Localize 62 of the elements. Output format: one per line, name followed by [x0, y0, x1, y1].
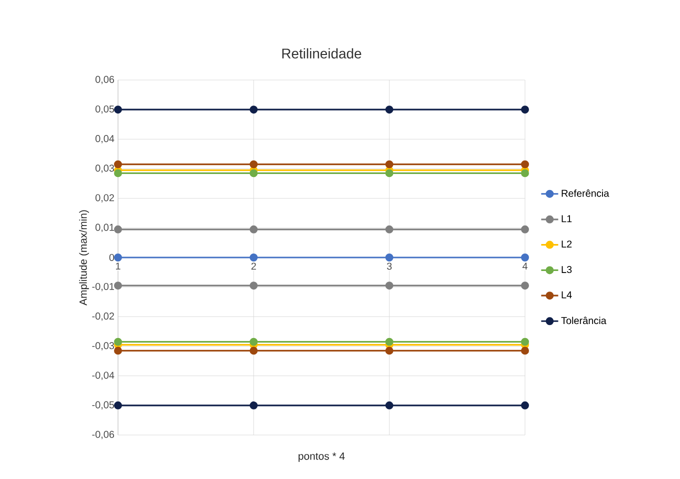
point	[114, 106, 122, 114]
y-tick-label: 0	[109, 254, 114, 262]
legend-label: L4	[562, 291, 572, 298]
point	[521, 282, 529, 290]
point	[521, 106, 529, 114]
point	[114, 338, 122, 346]
y-tick-label: 0,05	[95, 105, 114, 114]
y-tick-label: -0,06	[92, 430, 114, 440]
y-axis-title: Amplitude (max/min)	[79, 210, 89, 306]
legend-label: Tolerância	[561, 316, 606, 324]
point	[250, 338, 258, 346]
point	[385, 346, 394, 355]
point	[114, 160, 122, 168]
point	[250, 401, 258, 410]
point	[114, 401, 122, 410]
point	[250, 169, 258, 178]
point	[250, 225, 258, 234]
point	[114, 346, 122, 355]
point	[385, 282, 394, 290]
point	[385, 401, 394, 410]
x-tick-label: 1	[116, 262, 120, 270]
point	[385, 225, 394, 234]
point	[521, 254, 529, 262]
point	[521, 401, 529, 410]
y-tick-label: 0,03	[95, 164, 114, 173]
y-tick-label: -0,03	[92, 342, 114, 350]
y-tick-label: 0,01	[95, 224, 114, 232]
point	[385, 338, 394, 346]
y-tick-label: -0,05	[92, 401, 114, 410]
y-tick-label: 0,06	[95, 76, 114, 84]
point	[114, 282, 122, 290]
legend-label: L3	[562, 266, 572, 274]
point	[521, 346, 529, 355]
legend-label: L2	[562, 240, 572, 248]
point	[521, 160, 529, 168]
y-tick-label: -0,04	[92, 372, 114, 380]
chart-title: Retilineidade	[282, 48, 362, 59]
y-tick-label: 0,02	[95, 194, 114, 202]
point	[250, 282, 258, 290]
point	[521, 338, 529, 346]
point	[521, 225, 529, 234]
legend-label: Referência	[562, 189, 610, 197]
x-tick-label: 2	[251, 262, 256, 270]
point	[385, 254, 394, 262]
point	[250, 346, 258, 355]
point	[114, 225, 122, 234]
point	[385, 169, 394, 178]
point	[114, 169, 122, 178]
y-tick-label: 0,04	[95, 135, 114, 144]
y-tick-label: -0,01	[92, 282, 114, 292]
x-tick-label: 3	[386, 262, 392, 270]
point	[521, 169, 529, 178]
legend-label: L1	[562, 215, 572, 222]
point	[385, 106, 394, 114]
point	[250, 106, 258, 114]
point	[385, 160, 394, 168]
point	[250, 254, 258, 262]
x-tick-label: 4	[522, 262, 528, 270]
point	[114, 254, 122, 262]
y-tick-label: -0,02	[92, 312, 114, 321]
point	[250, 160, 258, 168]
x-axis-title: pontos * 4	[298, 452, 345, 462]
